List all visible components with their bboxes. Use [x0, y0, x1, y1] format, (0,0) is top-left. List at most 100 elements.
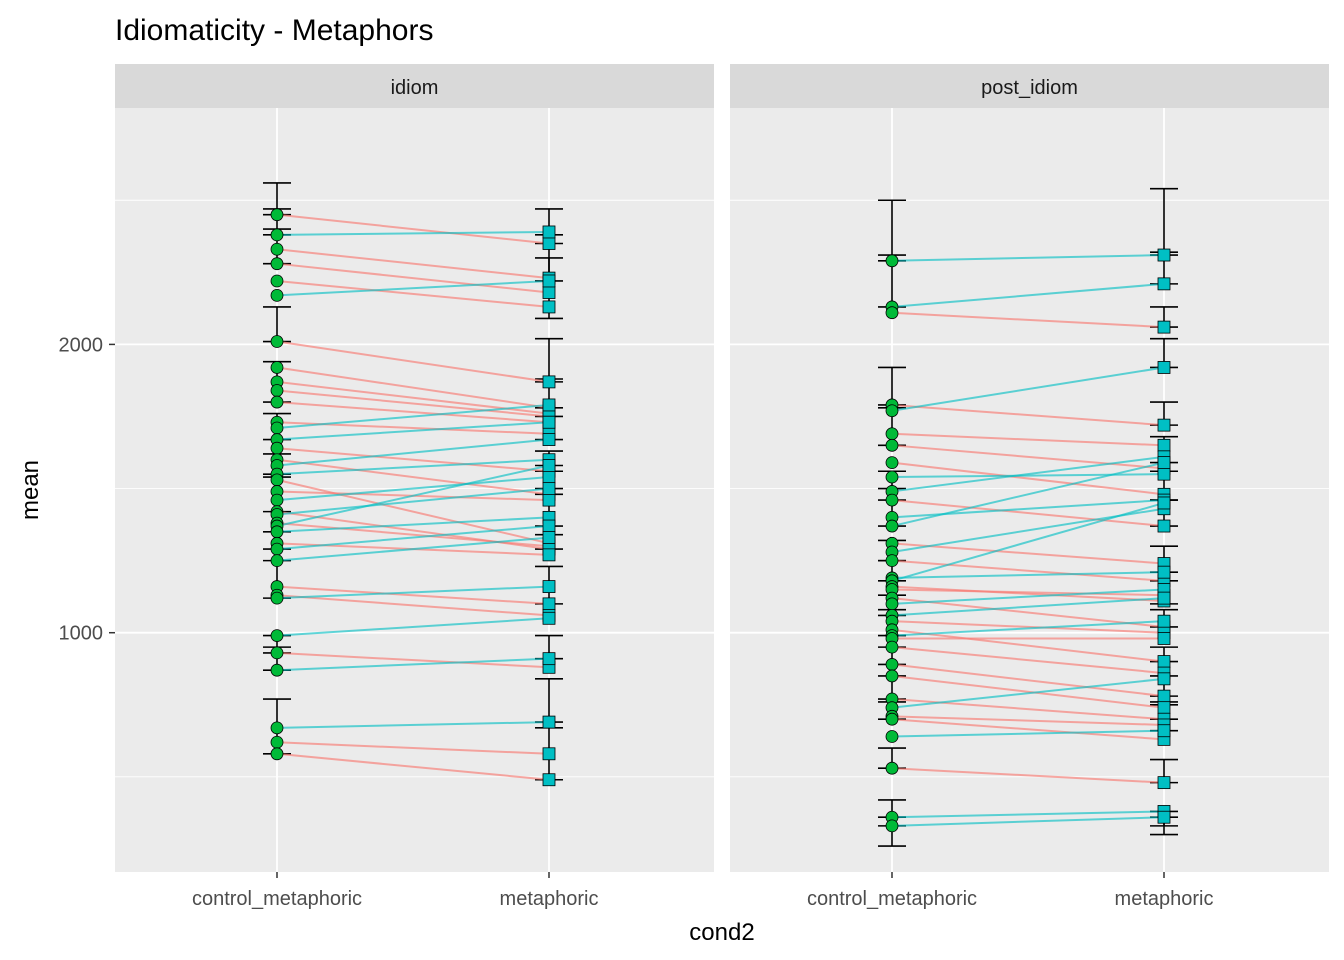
metaphoric-point — [542, 652, 556, 666]
control-point — [885, 554, 899, 568]
control-point — [885, 730, 899, 743]
connecting-line — [891, 597, 1165, 617]
x-tick-label: metaphoric — [1115, 888, 1214, 910]
connecting-line — [891, 646, 1165, 675]
metaphoric-point — [542, 398, 556, 412]
metaphoric-point — [542, 597, 556, 611]
control-point — [885, 761, 899, 775]
metaphoric-point — [1157, 496, 1171, 510]
facet-strip-label: idiom — [391, 77, 439, 99]
facet-panels: idiom control_metaphoric metaphoric 1000 200… — [59, 64, 1329, 910]
connecting-line — [276, 487, 550, 516]
panel-post_idiom: post_idiom control_metaphoric metaphoric — [730, 64, 1329, 910]
control-point — [270, 747, 284, 761]
metaphoric-point — [542, 415, 556, 429]
control-point — [270, 208, 284, 222]
control-point — [270, 242, 284, 256]
connecting-line — [891, 628, 1165, 663]
connecting-line — [276, 421, 550, 441]
connecting-line — [891, 767, 1165, 784]
metaphoric-point — [1157, 776, 1171, 790]
metaphoric-point — [1157, 672, 1171, 686]
connecting-line — [276, 401, 550, 424]
connecting-line — [276, 651, 550, 669]
control-point — [270, 384, 284, 397]
connecting-line — [891, 715, 1165, 726]
y-tick-label: 2000 — [59, 334, 104, 356]
connecting-line — [891, 816, 1165, 827]
control-point — [270, 421, 284, 435]
metaphoric-point — [1157, 689, 1171, 703]
connecting-line — [276, 464, 550, 528]
metaphoric-point — [542, 433, 556, 446]
connecting-line — [891, 588, 1165, 597]
connecting-line — [891, 571, 1165, 579]
control-point — [885, 712, 899, 726]
control-point — [270, 395, 284, 409]
metaphoric-point — [1157, 277, 1171, 291]
metaphoric-point — [1157, 810, 1171, 824]
control-point — [885, 427, 899, 441]
metaphoric-point — [1157, 248, 1171, 262]
connecting-line — [891, 311, 1165, 329]
connecting-line — [276, 262, 550, 294]
metaphoric-point — [542, 773, 556, 787]
facet-strip-label: post_idiom — [981, 77, 1078, 99]
control-point — [270, 721, 284, 735]
connecting-line — [891, 620, 1165, 634]
control-point — [270, 554, 284, 568]
connecting-line — [276, 741, 550, 755]
connecting-line — [276, 279, 550, 308]
control-point — [885, 254, 899, 268]
control-point — [270, 441, 284, 455]
control-point — [885, 456, 899, 470]
connecting-line — [276, 516, 550, 533]
metaphoric-point — [542, 715, 556, 729]
connecting-line — [276, 458, 550, 476]
control-point — [270, 646, 284, 660]
connecting-line — [276, 585, 550, 600]
connecting-line — [276, 438, 550, 467]
control-point — [270, 228, 284, 242]
control-point — [885, 669, 899, 683]
connecting-line — [276, 617, 550, 637]
connecting-line — [891, 663, 1165, 698]
control-point — [885, 819, 899, 833]
control-point — [270, 274, 284, 288]
control-point — [885, 658, 899, 671]
control-point — [270, 735, 284, 749]
control-point — [270, 629, 284, 642]
metaphoric-point — [542, 225, 556, 239]
connecting-line — [891, 597, 1165, 628]
connecting-line — [276, 366, 550, 409]
metaphoric-point — [1157, 467, 1171, 481]
metaphoric-point — [1157, 724, 1171, 738]
connecting-line — [891, 432, 1165, 447]
connecting-line — [891, 455, 1165, 493]
connecting-line — [891, 254, 1165, 262]
control-point — [885, 519, 899, 533]
connecting-line — [891, 559, 1165, 582]
y-tick-label: 1000 — [59, 623, 104, 645]
connecting-line — [276, 752, 550, 781]
metaphoric-point — [542, 237, 556, 250]
metaphoric-point — [542, 286, 556, 299]
connecting-line — [891, 620, 1165, 637]
metaphoric-point — [542, 274, 556, 288]
metaphoric-point — [542, 611, 556, 625]
connecting-line — [276, 458, 550, 496]
connecting-line — [891, 677, 1165, 709]
connecting-line — [276, 657, 550, 672]
control-point — [885, 640, 899, 654]
facet-strip — [115, 64, 714, 108]
connecting-line — [276, 525, 550, 551]
connecting-line — [276, 389, 550, 418]
metaphoric-point — [1157, 438, 1171, 452]
metaphoric-point — [1157, 591, 1171, 605]
connecting-line — [891, 502, 1165, 582]
control-point — [885, 306, 899, 320]
x-axis-title: cond2 — [689, 919, 754, 946]
control-point — [270, 493, 284, 507]
control-point — [885, 404, 899, 418]
connecting-line — [891, 588, 1165, 605]
